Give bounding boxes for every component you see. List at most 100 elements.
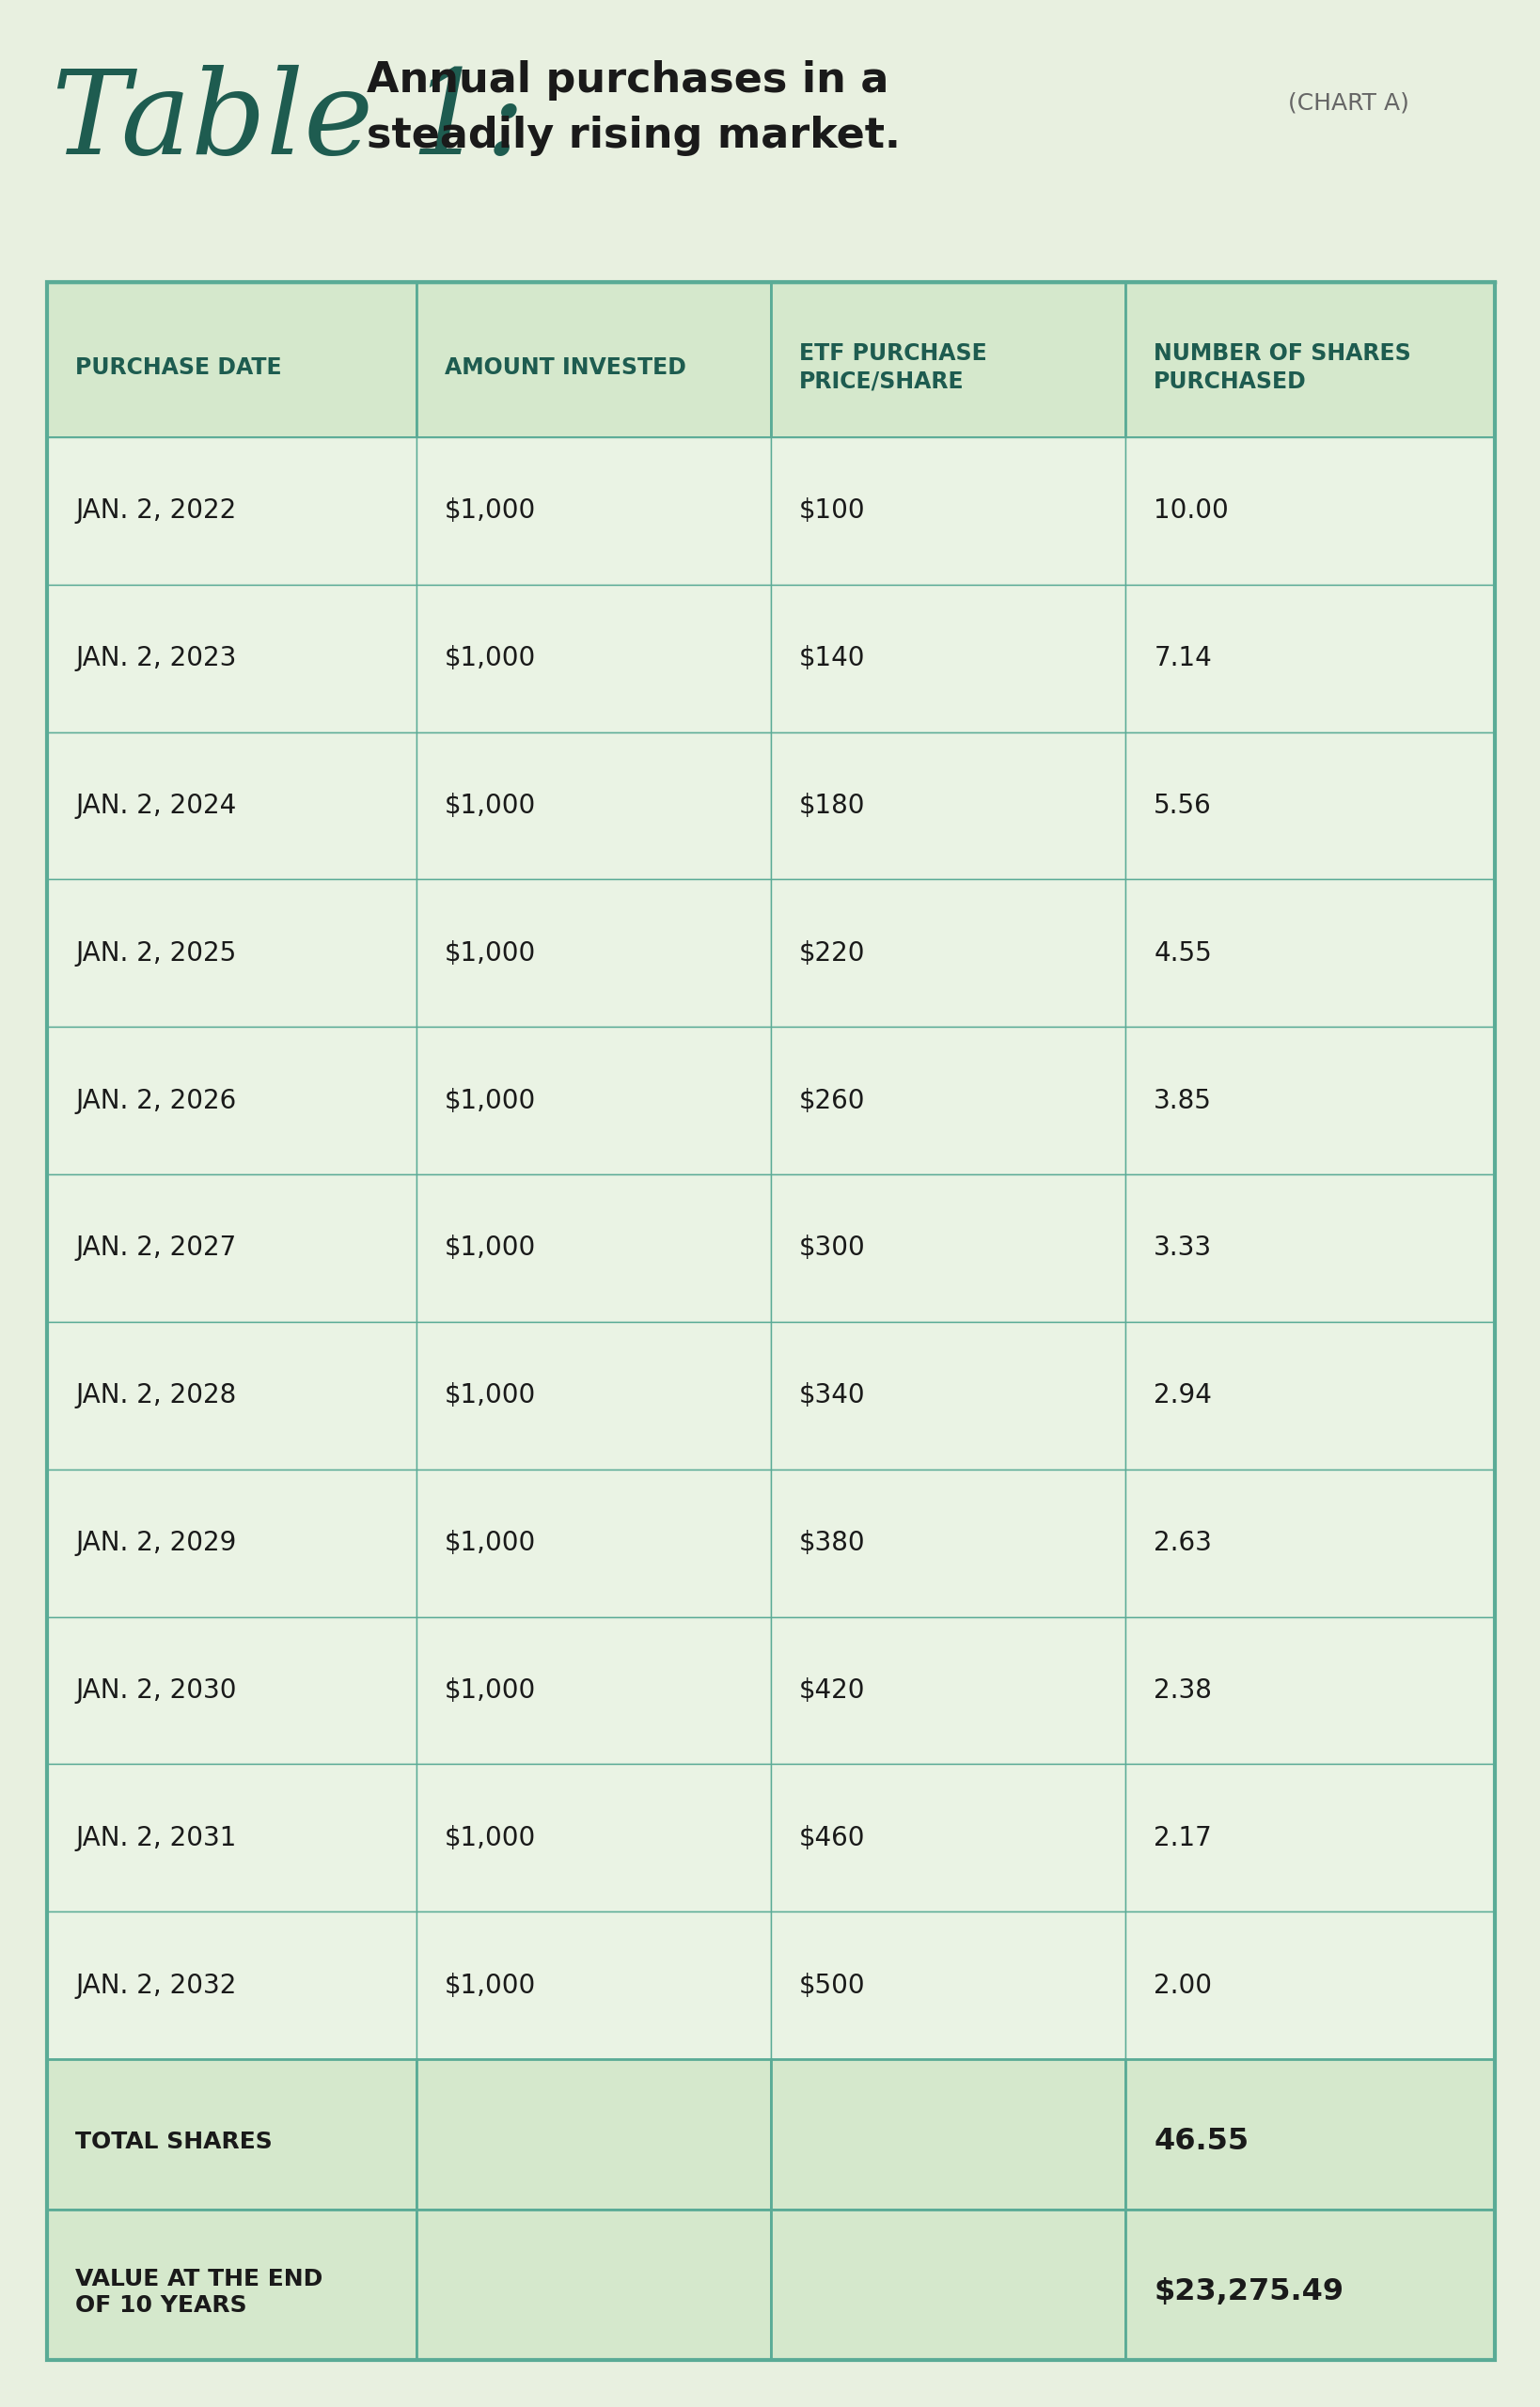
Bar [48, 1618, 416, 1764]
Bar [772, 879, 1126, 1028]
Text: $1,000: $1,000 [445, 941, 536, 968]
Bar [416, 732, 772, 879]
Text: JAN. 2, 2027: JAN. 2, 2027 [75, 1235, 236, 1261]
Text: TOTAL SHARES: TOTAL SHARES [75, 2130, 273, 2154]
Text: $23,275.49: $23,275.49 [1153, 2277, 1344, 2306]
Bar [772, 1175, 1126, 1321]
Bar [48, 1911, 416, 2058]
Bar [416, 1028, 772, 1175]
Text: $1,000: $1,000 [445, 1382, 536, 1408]
Text: 2.63: 2.63 [1153, 1531, 1212, 1557]
Text: 10.00: 10.00 [1153, 498, 1229, 525]
Text: 2.38: 2.38 [1153, 1678, 1212, 1704]
Bar [48, 282, 1495, 2359]
Bar [772, 2210, 1126, 2359]
Bar [48, 2210, 416, 2359]
Bar [772, 438, 1126, 585]
Text: $420: $420 [799, 1678, 865, 1704]
Text: $1,000: $1,000 [445, 792, 536, 818]
Bar [772, 1911, 1126, 2058]
Text: $1,000: $1,000 [445, 1825, 536, 1851]
Bar [416, 2210, 772, 2359]
Text: $1,000: $1,000 [445, 1678, 536, 1704]
Text: 2.94: 2.94 [1153, 1382, 1212, 1408]
Bar [48, 1028, 416, 1175]
Text: $460: $460 [799, 1825, 865, 1851]
Bar [1126, 879, 1495, 1028]
Text: 2.17: 2.17 [1153, 1825, 1212, 1851]
Text: 3.85: 3.85 [1153, 1088, 1212, 1114]
Bar [772, 282, 1126, 438]
Bar [1126, 1028, 1495, 1175]
Bar [1126, 282, 1495, 438]
Bar [772, 1321, 1126, 1468]
Text: $1,000: $1,000 [445, 498, 536, 525]
Text: $1,000: $1,000 [445, 1235, 536, 1261]
Text: 2.00: 2.00 [1153, 1971, 1212, 1998]
Bar [772, 2058, 1126, 2210]
Text: JAN. 2, 2028: JAN. 2, 2028 [75, 1382, 236, 1408]
Bar [1126, 1175, 1495, 1321]
Bar [48, 1468, 416, 1618]
Bar [772, 732, 1126, 879]
Bar [416, 1911, 772, 2058]
Text: 7.14: 7.14 [1153, 645, 1212, 672]
Text: (CHART A): (CHART A) [1287, 91, 1409, 116]
Bar [772, 1468, 1126, 1618]
Bar [48, 585, 416, 732]
Bar [48, 879, 416, 1028]
Bar [772, 1028, 1126, 1175]
Text: $220: $220 [799, 941, 865, 968]
Bar [48, 2058, 416, 2210]
Text: $340: $340 [799, 1382, 865, 1408]
Text: 46.55: 46.55 [1153, 2128, 1249, 2157]
Bar [1126, 585, 1495, 732]
Text: JAN. 2, 2024: JAN. 2, 2024 [75, 792, 236, 818]
Text: $1,000: $1,000 [445, 645, 536, 672]
Bar [416, 1321, 772, 1468]
Bar [1126, 732, 1495, 879]
Text: JAN. 2, 2032: JAN. 2, 2032 [75, 1971, 236, 1998]
Text: $140: $140 [799, 645, 865, 672]
Bar [416, 2058, 772, 2210]
Text: JAN. 2, 2030: JAN. 2, 2030 [75, 1678, 237, 1704]
Text: ETF PURCHASE
PRICE/SHARE: ETF PURCHASE PRICE/SHARE [799, 342, 987, 392]
Bar [416, 282, 772, 438]
Bar [48, 1321, 416, 1468]
Text: $1,000: $1,000 [445, 1971, 536, 1998]
Text: JAN. 2, 2025: JAN. 2, 2025 [75, 941, 236, 968]
Text: JAN. 2, 2031: JAN. 2, 2031 [75, 1825, 236, 1851]
Bar [772, 585, 1126, 732]
Text: JAN. 2, 2029: JAN. 2, 2029 [75, 1531, 236, 1557]
Text: $1,000: $1,000 [445, 1088, 536, 1114]
Bar [416, 585, 772, 732]
Bar [48, 1764, 416, 1911]
Text: $1,000: $1,000 [445, 1531, 536, 1557]
Bar [48, 282, 416, 438]
Text: 3.33: 3.33 [1153, 1235, 1212, 1261]
Bar [1126, 1468, 1495, 1618]
Bar [1126, 1764, 1495, 1911]
Text: Table 1:: Table 1: [52, 65, 525, 181]
Text: NUMBER OF SHARES
PURCHASED: NUMBER OF SHARES PURCHASED [1153, 342, 1411, 392]
Bar [1126, 2210, 1495, 2359]
Text: JAN. 2, 2026: JAN. 2, 2026 [75, 1088, 236, 1114]
Bar [416, 1618, 772, 1764]
Bar [416, 1175, 772, 1321]
Text: JAN. 2, 2022: JAN. 2, 2022 [75, 498, 236, 525]
Text: PURCHASE DATE: PURCHASE DATE [75, 356, 282, 378]
Text: Annual purchases in a
steadily rising market.: Annual purchases in a steadily rising ma… [367, 60, 901, 156]
Text: AMOUNT INVESTED: AMOUNT INVESTED [445, 356, 685, 378]
Text: $300: $300 [799, 1235, 865, 1261]
Bar [772, 1618, 1126, 1764]
Bar [1126, 438, 1495, 585]
Text: $260: $260 [799, 1088, 865, 1114]
Bar [416, 1764, 772, 1911]
Bar [772, 1764, 1126, 1911]
Text: VALUE AT THE END
OF 10 YEARS: VALUE AT THE END OF 10 YEARS [75, 2267, 323, 2318]
Text: JAN. 2, 2023: JAN. 2, 2023 [75, 645, 236, 672]
Bar [1126, 1618, 1495, 1764]
Text: 4.55: 4.55 [1153, 941, 1212, 968]
Bar [48, 438, 416, 585]
Bar [416, 438, 772, 585]
